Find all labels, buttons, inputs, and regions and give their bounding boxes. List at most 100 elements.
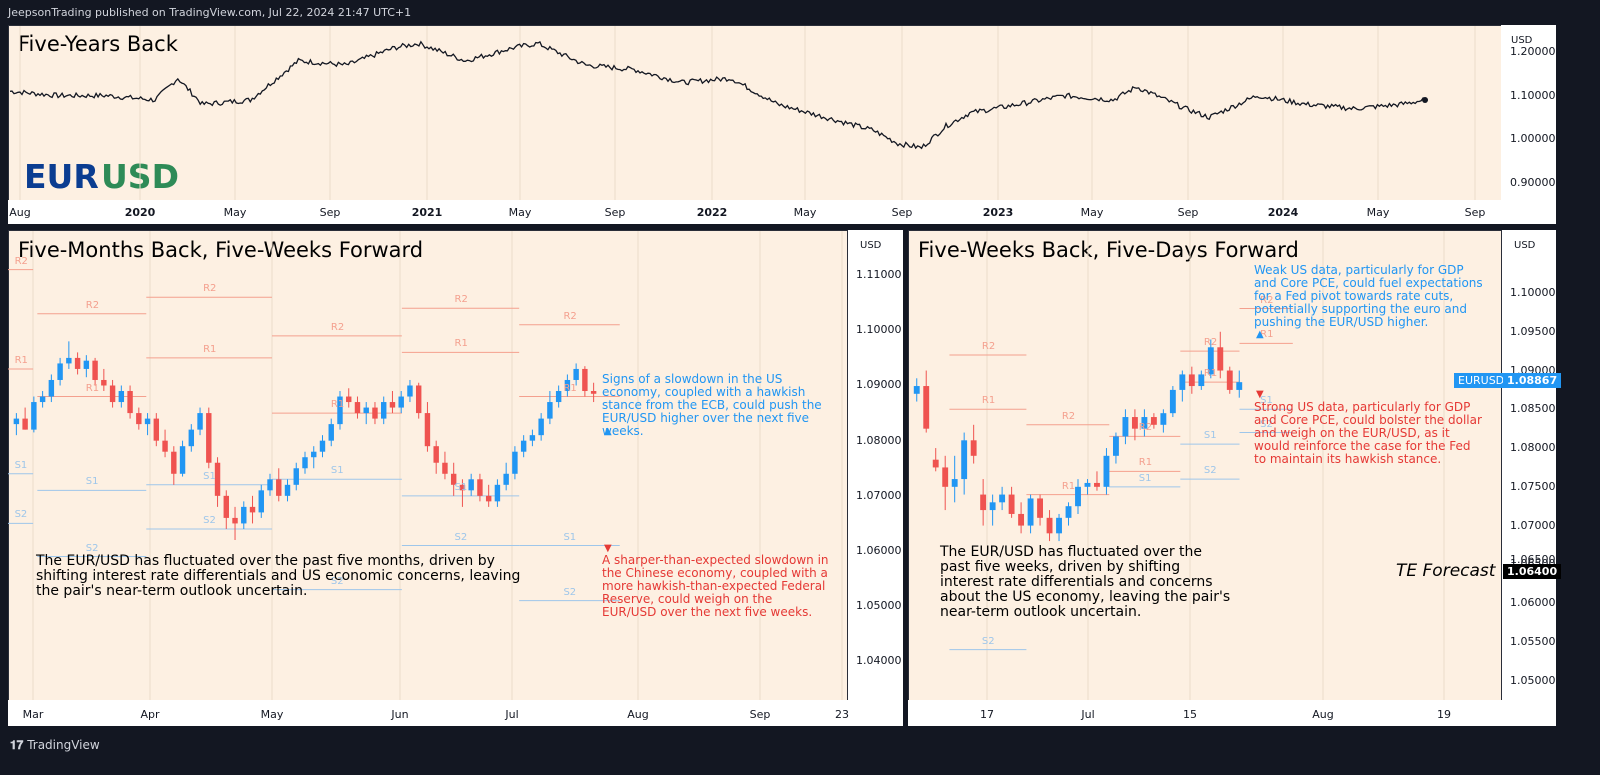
top-x-tick-label: 2024 (1267, 206, 1299, 219)
eurusd-price-value: 1.08867 (1503, 372, 1562, 388)
top-x-tick-label: Aug (9, 206, 31, 219)
bl-candle (450, 473, 457, 485)
bl-candle (555, 391, 562, 403)
bl-candle (424, 413, 431, 447)
bl-candle (276, 479, 282, 496)
bl-y-tick-label: 1.11000 (856, 268, 902, 282)
br-candle (923, 386, 930, 429)
br-candle (1131, 417, 1138, 429)
br-y-tick-label: 1.07000 (1510, 518, 1556, 532)
br-bearish-note: Strong US data, particularly for GDP and… (1254, 400, 1482, 466)
br-shadow-tick: 1.06500 (1510, 553, 1556, 567)
bl-pivot-label: R2 (85, 299, 100, 311)
bl-candle (520, 440, 527, 452)
bl-candle (293, 468, 299, 485)
bl-candle (188, 429, 195, 447)
br-candle (1226, 370, 1233, 390)
bl-candle (590, 391, 597, 394)
publish-header: JeepsonTrading published on TradingView.… (8, 6, 412, 19)
bl-candle (101, 379, 107, 386)
br-x-tick-label: 17 (980, 708, 994, 721)
br-candle (1198, 374, 1205, 387)
bl-candle (547, 402, 553, 419)
bl-candle (337, 396, 343, 425)
bl-candle (477, 479, 483, 496)
bl-price-axis (848, 230, 903, 700)
bl-candle (179, 446, 186, 474)
top-x-tick-label: 2023 (982, 206, 1014, 219)
bl-candle (398, 396, 404, 408)
bl-y-tick-label: 1.07000 (856, 488, 902, 502)
br-pivot-label: R1 (1061, 480, 1076, 492)
bl-candle (503, 473, 509, 485)
bl-candle (31, 402, 37, 430)
bl-x-tick-label: 23 (835, 708, 849, 721)
top-x-tick-label: May (223, 206, 247, 219)
bl-candle (529, 435, 536, 441)
bl-candle (415, 385, 422, 414)
br-candle (1169, 389, 1176, 414)
bl-up-arrow: ▲ (604, 426, 612, 437)
br-pivot-label: S2 (1203, 465, 1217, 477)
eurusd-price-badge: EURUSD (1454, 372, 1509, 388)
last-price-dot (1422, 96, 1429, 103)
bl-unit-label: USD (860, 240, 882, 251)
bl-candle (57, 363, 63, 380)
top-price-axis (1501, 25, 1556, 200)
bl-y-tick-label: 1.09000 (856, 378, 902, 392)
bl-pivot-label: S2 (454, 531, 468, 543)
top-y-tick-label: 0.90000 (1510, 175, 1556, 189)
br-candle (980, 494, 987, 511)
top-y-tick-label: 1.10000 (1510, 88, 1556, 102)
br-pivot-label: R1 (1203, 368, 1218, 380)
eur-logo-text: EUR (24, 157, 99, 196)
bl-pivot-label: R1 (203, 343, 217, 355)
br-unit-label: USD (1514, 240, 1536, 251)
bl-candle (258, 490, 264, 513)
top-y-tick-label: 1.00000 (1510, 132, 1556, 146)
bl-candle (197, 413, 203, 430)
br-y-tick-label: 1.08000 (1510, 441, 1556, 455)
bl-x-tick-label: May (260, 708, 284, 721)
bl-candle (311, 451, 317, 458)
bl-candle (573, 368, 579, 380)
br-candle (1037, 498, 1043, 518)
br-candle (1236, 382, 1243, 390)
bl-candle (564, 379, 571, 392)
bl-candle (494, 484, 501, 502)
top-unit-label: USD (1511, 35, 1533, 46)
bl-time-axis (8, 700, 903, 726)
bl-candle (144, 418, 151, 425)
top-x-tick-label: 2020 (124, 206, 156, 219)
bl-x-tick-label: Jul (505, 708, 519, 721)
bl-candle (433, 446, 439, 463)
br-y-tick-label: 1.08500 (1510, 402, 1556, 416)
br-pivot-label: R2 (1203, 337, 1218, 349)
bl-pivot-label: S1 (454, 481, 468, 493)
br-candle (1056, 517, 1062, 534)
bl-y-tick-label: 1.08000 (856, 433, 902, 447)
br-x-tick-label: Jul (1081, 708, 1095, 721)
br-candle (1160, 413, 1167, 425)
bl-pivot-label: S2 (203, 514, 216, 526)
bl-pivot-label: R2 (454, 294, 468, 306)
br-y-tick-label: 1.05000 (1510, 673, 1556, 687)
br-candle (1094, 482, 1100, 487)
bl-x-tick-label: Sep (749, 708, 771, 721)
bl-candle (284, 484, 291, 496)
top-x-tick-label: 2021 (411, 206, 443, 219)
br-y-tick-label: 1.07500 (1510, 479, 1556, 493)
br-candle (1217, 347, 1224, 371)
bl-candle (319, 440, 326, 452)
bl-candle (171, 451, 177, 474)
br-candle (961, 440, 968, 480)
bl-candle (354, 402, 361, 414)
tradingview-footer: 𝟏𝟕 TradingView (10, 738, 100, 753)
top-x-tick-label: Sep (891, 206, 913, 219)
bl-candle (74, 357, 81, 369)
bl-pivot-label: R2 (203, 283, 217, 295)
br-candle (913, 386, 920, 394)
top-x-tick-label: Sep (319, 206, 341, 219)
br-candle (1008, 494, 1015, 514)
bl-pivot-label: S2 (85, 542, 99, 554)
